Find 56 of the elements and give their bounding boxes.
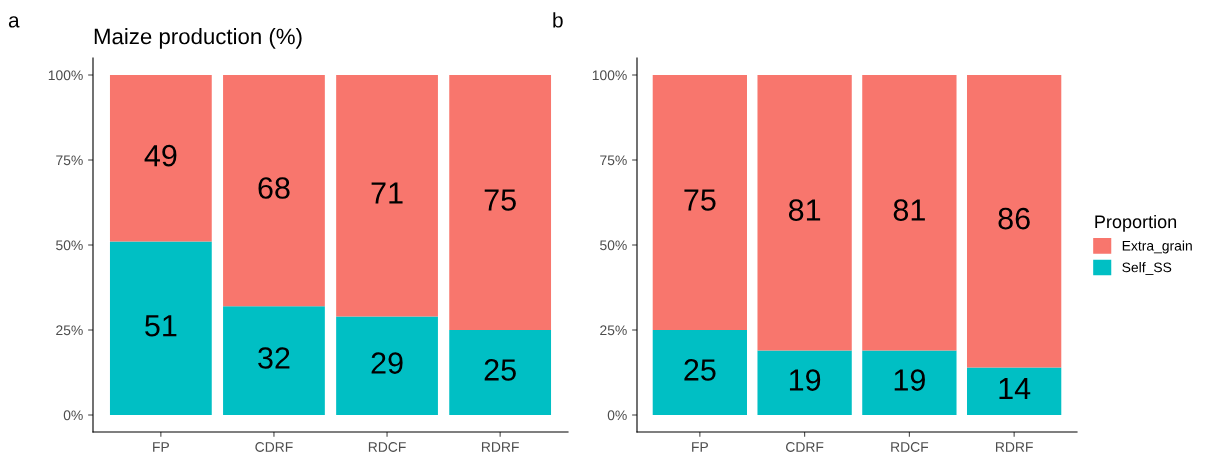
x-tick-label: RDCF bbox=[368, 442, 406, 452]
bar bbox=[652, 330, 747, 415]
data-label: 49 bbox=[144, 144, 177, 167]
legend-label: Self_SS bbox=[1122, 262, 1172, 275]
chart-title: Maize production (%) bbox=[94, 28, 302, 49]
bar bbox=[336, 316, 438, 415]
x-tick-label: FP bbox=[692, 442, 708, 452]
x-tick-label: RDRF bbox=[482, 442, 519, 452]
y-tick-label: 25% bbox=[600, 325, 627, 336]
data-label: 81 bbox=[893, 199, 925, 221]
x-tick-label: RDRF bbox=[996, 442, 1033, 452]
data-label: 75 bbox=[684, 189, 716, 211]
y-tick-label: 75% bbox=[56, 155, 83, 166]
bar bbox=[652, 75, 747, 330]
legend-label: Extra_grain bbox=[1122, 240, 1192, 254]
data-label: 25 bbox=[484, 359, 516, 381]
data-label: 32 bbox=[258, 347, 290, 369]
data-label: 14 bbox=[999, 378, 1031, 400]
bar bbox=[449, 75, 552, 330]
x-tick-label: CDRF bbox=[786, 442, 824, 452]
data-label: 68 bbox=[258, 177, 290, 199]
bar bbox=[757, 350, 852, 415]
data-label: 81 bbox=[788, 199, 821, 221]
bar bbox=[967, 75, 1062, 368]
data-label: 25 bbox=[684, 359, 716, 381]
y-tick-label: 100% bbox=[592, 70, 627, 81]
data-label: 19 bbox=[789, 369, 821, 391]
bar bbox=[223, 75, 325, 307]
bar bbox=[862, 75, 957, 351]
data-label: 71 bbox=[371, 182, 403, 204]
data-label: 75 bbox=[484, 189, 516, 211]
y-tick-label: 0% bbox=[607, 410, 627, 421]
x-tick-label: FP bbox=[153, 442, 169, 452]
x-tick-label: RDCF bbox=[891, 442, 929, 452]
data-label: 51 bbox=[145, 315, 177, 337]
data-label: 29 bbox=[371, 352, 403, 374]
data-label: 19 bbox=[894, 369, 925, 391]
bar bbox=[967, 367, 1062, 415]
legend-title: Proportion bbox=[1095, 214, 1177, 232]
text: a bbox=[8, 16, 20, 28]
y-tick-label: 100% bbox=[48, 70, 83, 81]
y-tick-label: 75% bbox=[600, 155, 627, 166]
bar bbox=[757, 75, 852, 351]
y-tick-label: 50% bbox=[600, 240, 627, 251]
bar bbox=[223, 306, 325, 415]
bar bbox=[336, 75, 438, 317]
bar bbox=[862, 350, 957, 415]
y-tick-label: 25% bbox=[56, 325, 83, 336]
bar bbox=[449, 330, 552, 415]
x-tick-label: CDRF bbox=[255, 442, 293, 452]
data-label: 86 bbox=[998, 207, 1030, 230]
y-tick-label: 50% bbox=[56, 240, 83, 251]
y-tick-label: 0% bbox=[63, 410, 83, 421]
bar bbox=[109, 241, 212, 415]
text: b bbox=[553, 12, 563, 28]
bar bbox=[109, 75, 212, 242]
